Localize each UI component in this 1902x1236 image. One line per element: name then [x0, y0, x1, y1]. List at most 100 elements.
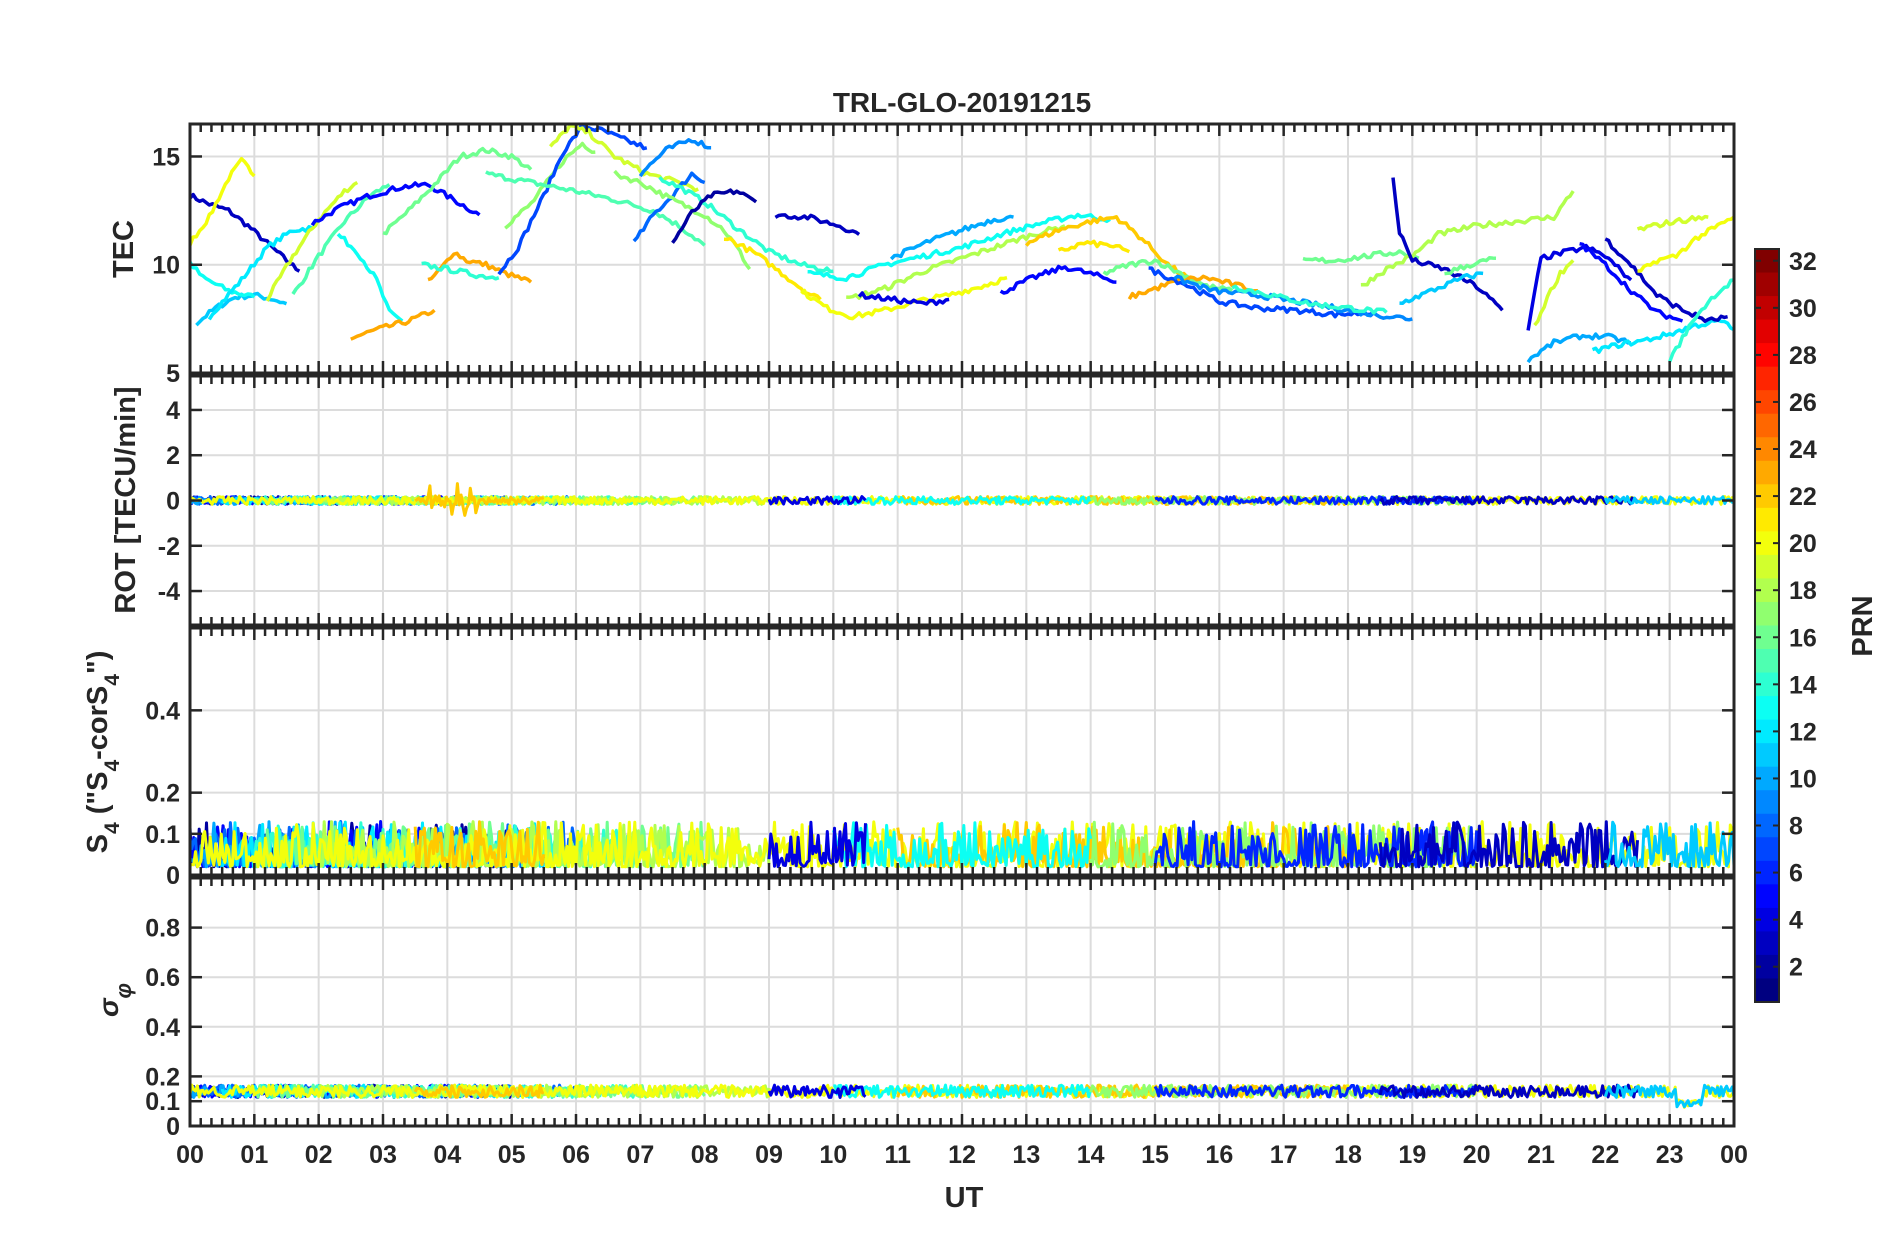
rot-series-prn-6: [1154, 495, 1478, 506]
y-tick-label: 10: [152, 252, 180, 280]
colorbar-swatch: [1755, 837, 1779, 862]
x-tick-label: 07: [626, 1141, 654, 1169]
rot-series-prn-22: [414, 482, 545, 517]
rot-series-prn-13: [831, 495, 1093, 506]
tec-series-prn-20: [190, 156, 256, 246]
colorbar-swatch: [1755, 649, 1779, 674]
tec-series-prn-18: [846, 224, 1066, 300]
colorbar-swatch: [1755, 460, 1779, 485]
x-tick-label: 05: [498, 1141, 526, 1169]
s4-series-prn-6: [1153, 820, 1479, 869]
chart-title: TRL-GLO-20191215: [833, 87, 1091, 118]
s4-series-prn-22: [413, 820, 546, 869]
tec-series-prn-15: [485, 170, 706, 247]
colorbar-tick-label: 22: [1789, 483, 1817, 511]
tec-series-prn-14: [421, 261, 500, 281]
colorbar-swatch: [1755, 884, 1779, 909]
colorbar-swatch: [1755, 272, 1779, 297]
x-tick-label: 09: [755, 1141, 783, 1169]
tec-series-prn-16: [1444, 255, 1497, 276]
tec-series-prn-5: [1579, 241, 1684, 323]
tec-series-prn-9: [638, 138, 712, 178]
x-tick-label: 14: [1077, 1141, 1105, 1169]
panel-tec: 5 10 15: [152, 122, 1736, 388]
x-tick-label: 17: [1270, 1141, 1298, 1169]
tec-series-prn-5: [999, 264, 1117, 295]
plot-panels: 51015-4-202400.10.20.400.10.20.40.60.8TE…: [82, 122, 1736, 1141]
tec-series-prn-10: [889, 214, 1014, 261]
tec-series-prn-8: [632, 171, 706, 243]
colorbar-swatch: [1755, 319, 1779, 344]
colorbar-tick-label: 2: [1789, 954, 1803, 982]
x-tick-label: 01: [240, 1141, 268, 1169]
y-tick-label: 2: [166, 442, 180, 470]
colorbar-tick-label: 20: [1789, 530, 1817, 558]
tec-series-prn-16: [1302, 249, 1420, 265]
x-tick-label: 23: [1656, 1141, 1684, 1169]
x-tick-label: 04: [433, 1141, 461, 1169]
colorbar-swatch: [1755, 931, 1779, 956]
tec-series-prn-16: [1102, 258, 1234, 293]
tec-series-prn-14: [1668, 278, 1734, 363]
tec-series-prn-3: [1604, 237, 1728, 324]
colorbar-tick-label: 8: [1789, 813, 1803, 841]
colorbar-tick-label: 6: [1789, 860, 1803, 888]
colorbar-swatch: [1755, 978, 1779, 1003]
tec-series-prn-19: [1636, 214, 1709, 232]
y-tick-label: 15: [152, 143, 180, 171]
tec-series-prn-2: [671, 188, 758, 244]
y-tick-label: 0: [166, 1113, 180, 1141]
x-tick-label: 13: [1012, 1141, 1040, 1169]
x-tick-label: 00: [1720, 1141, 1748, 1169]
tec-series-prn-13: [807, 212, 1111, 283]
tec-series-prn-14: [658, 176, 834, 274]
colorbar-frame: [1754, 248, 1780, 1003]
y-tick-label: -2: [158, 533, 180, 561]
x-tick-label: 20: [1463, 1141, 1491, 1169]
tec-series-prn-23: [1127, 274, 1258, 300]
colorbar-swatch: [1755, 601, 1779, 627]
x-tick-label: 10: [819, 1141, 847, 1169]
panel-data: [190, 482, 1734, 517]
panel-data: [190, 124, 1734, 364]
colorbar-swatch: [1755, 554, 1779, 580]
y-axis-label-tec: TEC: [108, 220, 140, 278]
sig-series-prn-11: [1603, 1083, 1734, 1109]
x-tick-label: 22: [1591, 1141, 1619, 1169]
s4-series-prn-11: [1603, 820, 1734, 869]
colorbar-label: PRN: [1847, 595, 1879, 656]
x-tick-label: 02: [305, 1141, 333, 1169]
s4-series-prn-3: [1378, 820, 1639, 869]
tec-series-prn-21: [1057, 239, 1131, 254]
colorbar-tick-label: 16: [1789, 624, 1817, 652]
colorbar-tick-label: 32: [1789, 248, 1817, 276]
colorbar-tick-label: 30: [1789, 295, 1817, 323]
tec-series-prn-3: [1391, 177, 1504, 312]
y-tick-label: 0.1: [145, 821, 180, 849]
panel-data: [190, 1083, 1734, 1109]
x-tick-label: 12: [948, 1141, 976, 1169]
tec-series-prn-17: [613, 169, 752, 271]
y-axis-label-s4: S4 ("S4-corS4"): [82, 651, 124, 854]
colorbar-tick-label: 12: [1789, 718, 1817, 746]
tec-series-prn-13: [190, 261, 256, 299]
panel-rot: -4 -2 0 2 4: [158, 374, 1736, 627]
x-tick-label: 00: [176, 1141, 204, 1169]
colorbar-swatch: [1755, 696, 1779, 721]
x-tick-label: 15: [1141, 1141, 1169, 1169]
y-tick-label: 0: [166, 862, 180, 890]
y-tick-label: 0.2: [145, 1063, 180, 1091]
x-tick-label: 03: [369, 1141, 397, 1169]
panel-sig: 00.10.2 0.4 0.6 0.8: [145, 876, 1736, 1141]
y-tick-label: 0.4: [145, 1014, 180, 1042]
colorbar-tick-label: 4: [1789, 907, 1803, 935]
y-tick-label: 0.1: [145, 1088, 180, 1116]
tec-series-prn-22: [1024, 215, 1196, 284]
tec-series-prn-20: [800, 276, 1008, 321]
y-axis-label-sigma-phi: σφ: [93, 983, 136, 1017]
colorbar-swatch: [1755, 507, 1779, 532]
colorbar-tick-label: 28: [1789, 342, 1817, 370]
sig-series-prn-3: [1378, 1083, 1639, 1099]
tec-series-prn-16: [382, 146, 533, 236]
